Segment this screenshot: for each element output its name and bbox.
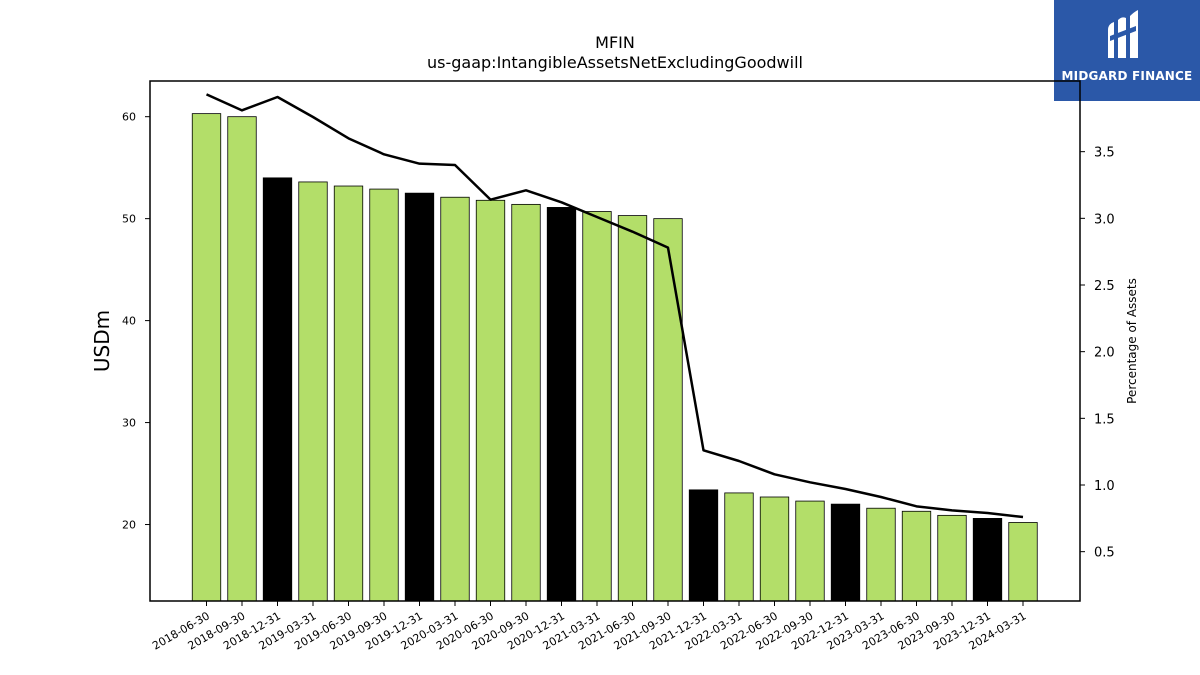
plot-frame [149,80,1081,602]
bar-2018-09-30 [227,116,257,602]
y2-tick-label: 3.5 [1094,146,1115,161]
y2-tick-label: 1.5 [1094,412,1115,427]
logo-mark-icon [1108,10,1138,58]
y-tick-label: 40 [122,315,136,328]
y-tick-label: 30 [122,417,136,430]
bar-2021-12-31 [688,489,719,602]
bar-2020-09-30 [511,203,541,602]
y-tick-label: 20 [122,519,136,532]
y-tick-label: 50 [122,213,136,226]
bar-2020-12-31 [546,207,577,602]
bar-2019-09-30 [369,188,399,602]
chart-subtitle: us-gaap:IntangibleAssetsNetExcludingGood… [427,53,803,72]
midgard-finance-logo: MIDGARD FINANCE [1054,0,1200,101]
bar-2018-06-30 [191,113,222,602]
bar-2021-09-30 [653,218,683,602]
bar-2022-06-30 [759,496,790,602]
bar-2023-12-31 [972,518,1003,602]
y2-tick-label: 0.5 [1094,546,1115,561]
bar-series [191,113,1038,602]
y2-tick-label: 3.0 [1094,212,1115,227]
bar-2019-03-31 [298,181,328,602]
bar-2023-06-30 [901,510,932,602]
y2-tick-label: 2.5 [1094,279,1115,294]
bar-2020-06-30 [475,199,506,602]
y-tick-label: 60 [122,111,136,124]
bar-2018-12-31 [262,177,293,602]
y2-tick-label: 1.0 [1094,479,1115,494]
bar-2024-03-31 [1008,522,1038,602]
bar-2020-03-31 [440,196,470,602]
y2-axis-label: Percentage of Assets [1125,278,1139,404]
bar-2023-09-30 [937,514,967,602]
bar-2019-06-30 [333,185,364,602]
chart-title: MFIN [595,33,635,52]
axes: 20304050600.51.01.52.02.53.03.52018-06-3… [122,80,1115,653]
logo-text: MIDGARD FINANCE [1061,69,1193,83]
y-axis-label: USDm [90,310,114,372]
y2-tick-label: 2.0 [1094,346,1115,361]
bar-2021-06-30 [617,215,648,602]
bar-2022-03-31 [724,492,754,602]
bar-2019-12-31 [404,192,435,602]
bar-2023-03-31 [866,507,896,602]
percentage-line [205,93,1024,519]
bar-2021-03-31 [582,211,612,602]
line-series [205,93,1024,519]
bar-2022-12-31 [830,503,861,602]
bar-2022-09-30 [795,500,825,602]
